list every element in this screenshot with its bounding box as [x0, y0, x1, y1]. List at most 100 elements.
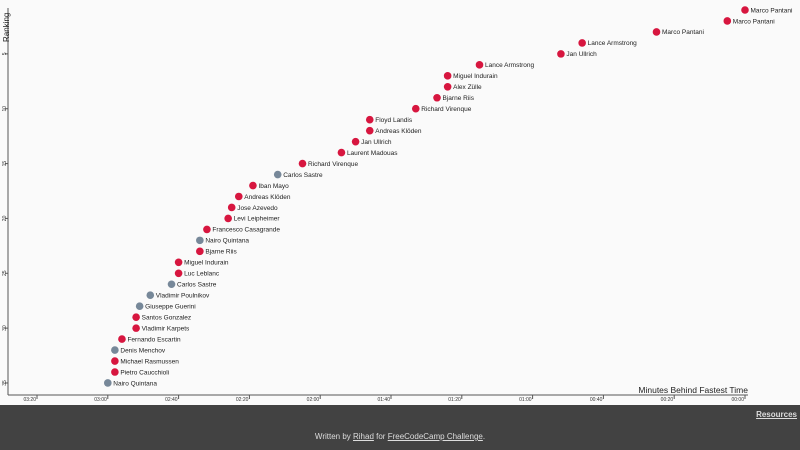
data-point[interactable]: [174, 258, 183, 267]
x-tick-label: 02:40: [165, 397, 178, 403]
data-point-group[interactable]: Jan Ullrich: [557, 50, 597, 58]
data-point-group[interactable]: Denis Menchov: [111, 346, 166, 354]
resources-link[interactable]: Resources: [756, 410, 797, 419]
data-point[interactable]: [741, 6, 749, 14]
data-point[interactable]: [298, 159, 307, 168]
data-point[interactable]: [475, 61, 484, 69]
data-point[interactable]: [203, 225, 211, 234]
data-point-group[interactable]: Andreas Klöden: [365, 126, 422, 135]
x-tick-label: 03:00: [94, 397, 107, 403]
data-point[interactable]: [174, 269, 183, 278]
data-point[interactable]: [167, 280, 176, 289]
data-point[interactable]: [146, 291, 155, 300]
data-point-label: Carlos Sastre: [283, 172, 323, 179]
data-point-group[interactable]: Richard Virenque: [411, 104, 472, 113]
data-point-label: Alex Zülle: [453, 84, 482, 91]
data-point-group[interactable]: Pietro Caucchioli: [111, 368, 169, 376]
data-point[interactable]: [118, 335, 126, 343]
data-point[interactable]: [723, 17, 732, 25]
author-link[interactable]: Rihad: [353, 432, 374, 441]
data-point[interactable]: [132, 313, 140, 321]
data-point-label: Jan Ullrich: [566, 51, 597, 58]
data-point-group[interactable]: Nairo Quintana: [196, 236, 249, 245]
data-point-group[interactable]: Giuseppe Guerini: [135, 302, 196, 310]
data-point[interactable]: [249, 181, 257, 190]
x-tick-label: 00:00: [731, 397, 744, 403]
data-point-label: Luc Leblanc: [184, 271, 220, 278]
data-point[interactable]: [351, 137, 360, 146]
data-point[interactable]: [111, 368, 119, 376]
data-point[interactable]: [433, 93, 441, 102]
data-point-group[interactable]: Luc Leblanc: [174, 269, 220, 278]
data-point-label: Jan Ullrich: [361, 139, 392, 146]
data-point-group[interactable]: Lance Armstrong: [475, 61, 535, 69]
data-point-group[interactable]: Santos Gonzalez: [132, 313, 191, 321]
data-point-label: Giuseppe Guerini: [145, 303, 196, 310]
footer: Resources Written by Rihad for FreeCodeC…: [0, 405, 800, 450]
data-point[interactable]: [196, 247, 204, 256]
data-point[interactable]: [365, 115, 374, 124]
data-point-group[interactable]: Jan Ullrich: [351, 137, 392, 146]
data-point-label: Marco Pantani: [662, 29, 704, 36]
data-point-label: Pietro Caucchioli: [120, 369, 169, 376]
data-point-label: Bjarne Riis: [205, 249, 237, 256]
data-point-group[interactable]: Levi Leipheimer: [224, 214, 280, 223]
data-point-group[interactable]: Floyd Landis: [365, 115, 413, 124]
x-tick-label: 01:20: [448, 397, 461, 403]
data-point-group[interactable]: Iban Mayo: [249, 181, 289, 190]
data-point-label: Nairo Quintana: [205, 238, 249, 245]
data-point-group[interactable]: Jose Azevedo: [227, 203, 278, 212]
data-point-label: Fernando Escartin: [127, 336, 180, 343]
data-point[interactable]: [111, 357, 119, 365]
data-point[interactable]: [224, 214, 232, 223]
data-point-label: Richard Virenque: [421, 106, 471, 113]
data-point-group[interactable]: Nairo Quintana: [104, 379, 157, 387]
data-point-group[interactable]: Marco Pantani: [652, 28, 704, 36]
data-point-group[interactable]: Carlos Sastre: [167, 280, 217, 289]
data-point-group[interactable]: Alex Zülle: [443, 82, 482, 91]
data-point-group[interactable]: Bjarne Riis: [196, 247, 238, 256]
data-point-group[interactable]: Michael Rasmussen: [111, 357, 179, 365]
data-point[interactable]: [411, 104, 420, 113]
data-point-label: Vladimir Karpets: [142, 325, 190, 332]
data-point[interactable]: [135, 302, 144, 310]
data-point[interactable]: [227, 203, 236, 212]
x-tick-label: 01:40: [377, 397, 390, 403]
data-point[interactable]: [443, 82, 452, 91]
data-point-group[interactable]: Vladimir Karpets: [132, 324, 190, 332]
data-point-group[interactable]: Vladimir Poulnikov: [146, 291, 210, 300]
data-point[interactable]: [365, 126, 374, 135]
challenge-link[interactable]: FreeCodeCamp Challenge: [387, 432, 483, 441]
data-point-group[interactable]: Miguel Indurain: [443, 72, 498, 80]
data-point-group[interactable]: Miguel Indurain: [174, 258, 229, 267]
y-tick-label: 25: [2, 270, 8, 276]
y-tick-label: 35: [2, 380, 8, 386]
data-point-label: Nairo Quintana: [113, 380, 157, 387]
data-point[interactable]: [578, 39, 586, 47]
data-point-group[interactable]: Marco Pantani: [723, 17, 775, 25]
data-point-group[interactable]: Marco Pantani: [741, 6, 792, 14]
data-point-group[interactable]: Fernando Escartin: [118, 335, 181, 343]
data-point-group[interactable]: Carlos Sastre: [273, 170, 323, 179]
data-point-group[interactable]: Richard Virenque: [298, 159, 359, 168]
data-point[interactable]: [196, 236, 204, 245]
data-point[interactable]: [104, 379, 112, 387]
x-tick-label: 02:00: [307, 397, 320, 403]
data-point-group[interactable]: Francesco Casagrande: [203, 225, 280, 234]
data-point[interactable]: [557, 50, 565, 58]
data-point-group[interactable]: Lance Armstrong: [578, 39, 637, 47]
data-point[interactable]: [443, 72, 452, 80]
data-point-label: Michael Rasmussen: [120, 358, 179, 365]
data-point[interactable]: [337, 148, 346, 157]
data-point-label: Carlos Sastre: [177, 282, 217, 289]
data-point[interactable]: [111, 346, 119, 354]
data-point[interactable]: [273, 170, 282, 179]
credit-text: Written by Rihad for FreeCodeCamp Challe…: [0, 432, 800, 441]
data-point[interactable]: [234, 192, 243, 201]
data-point[interactable]: [132, 324, 140, 332]
data-point-group[interactable]: Laurent Madouas: [337, 148, 399, 157]
data-point-group[interactable]: Andreas Klöden: [234, 192, 291, 201]
data-point-label: Miguel Indurain: [453, 73, 498, 80]
data-point[interactable]: [652, 28, 661, 36]
data-point-group[interactable]: Bjarne Riis: [433, 93, 475, 102]
